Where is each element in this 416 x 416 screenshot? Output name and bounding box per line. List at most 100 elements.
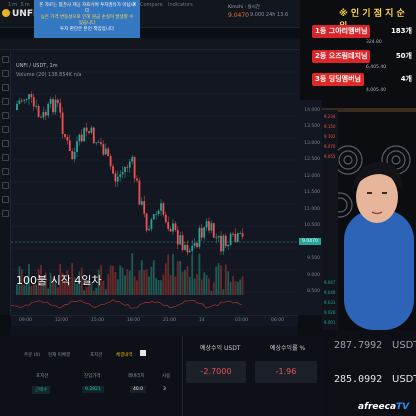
volume-bar <box>193 278 196 295</box>
magnet-tool-icon[interactable] <box>2 168 9 175</box>
orderbook-price: 9.102 <box>324 134 336 139</box>
volume-bar <box>184 270 186 295</box>
candle <box>222 235 225 252</box>
candle <box>138 180 141 205</box>
oscillator-line <box>11 299 243 309</box>
header-leverage: 레버리지 <box>128 374 145 379</box>
candle <box>102 144 105 155</box>
text-tool-icon[interactable] <box>2 112 9 119</box>
volume-bar <box>20 269 23 295</box>
header-used: 사용 <box>162 374 171 379</box>
orderbook-price: 9.150 <box>324 124 336 129</box>
volume-bar <box>188 277 191 295</box>
candle <box>25 99 28 100</box>
orderbook-price: 9.047 <box>324 280 336 285</box>
trendline-tool-icon[interactable] <box>2 70 9 77</box>
estimate-rate-label: 예상수익률 % <box>270 345 306 352</box>
candle <box>80 134 83 142</box>
balance-value-2: 285.0992 <box>334 374 383 385</box>
candle <box>20 100 23 102</box>
candlestick-chart[interactable] <box>11 50 298 315</box>
price-axis-label: 12.500 <box>304 157 320 162</box>
candle <box>40 116 42 118</box>
candle <box>95 142 98 144</box>
candle <box>176 229 179 245</box>
candle <box>66 136 69 141</box>
estimate-profit-value: -2.7000 <box>186 361 246 383</box>
volume-bar <box>104 289 107 295</box>
candle <box>59 102 62 113</box>
volume-bar <box>121 267 124 295</box>
tab-open-orders[interactable]: 현재 미체결 <box>48 353 71 358</box>
volume-bar <box>148 276 150 295</box>
hide-tool-icon[interactable] <box>2 196 9 203</box>
candle <box>181 235 184 250</box>
candle <box>196 243 198 247</box>
volume-bar <box>160 280 162 295</box>
candle <box>131 157 134 162</box>
orderbook-price: 9.020 <box>324 310 336 315</box>
tab-orders[interactable]: 주문 (0) <box>24 353 41 358</box>
volume-bar <box>152 260 155 295</box>
volume-bar <box>76 283 78 295</box>
fib-tool-icon[interactable] <box>2 84 9 91</box>
volume-bar <box>208 278 210 295</box>
volume-bar <box>145 269 148 295</box>
candle <box>174 223 177 230</box>
rank-name: 2등 으즈림데지님 <box>312 50 371 63</box>
compare-button[interactable]: Compare <box>140 2 163 8</box>
crosshair-tool-icon[interactable] <box>2 56 9 63</box>
candle <box>47 103 50 116</box>
trash-tool-icon[interactable] <box>2 210 9 217</box>
volume-bar <box>224 264 227 295</box>
volume-bar <box>181 271 184 295</box>
candle <box>119 174 122 177</box>
candle <box>76 141 78 153</box>
candle <box>200 227 203 238</box>
symbol-label[interactable]: UNFI <box>12 9 37 19</box>
volume-bar <box>116 279 119 295</box>
brush-tool-icon[interactable] <box>2 98 9 105</box>
volume-bar <box>47 288 50 295</box>
tab-positions[interactable]: 포지션 <box>90 353 103 358</box>
candle <box>44 112 47 116</box>
volume-bar <box>124 275 126 295</box>
chart-canvas[interactable] <box>11 50 298 315</box>
zoom-tool-icon[interactable] <box>2 154 9 161</box>
volume-bar <box>131 253 134 295</box>
current-price-tag: 9.0470 <box>299 238 321 245</box>
candle <box>188 250 191 253</box>
candle <box>107 148 110 157</box>
volume-bar <box>236 281 239 295</box>
candle <box>64 134 66 137</box>
volume-bar <box>54 278 57 295</box>
time-axis-label: 06:00 <box>271 318 284 323</box>
volume-bar <box>44 272 47 295</box>
time-axis-label: 09:00 <box>19 318 32 323</box>
volume-bar <box>30 285 33 295</box>
timeframe-selector[interactable]: 1m 5m 15m 1H 4H 1D 1W <box>8 2 95 8</box>
volume-bar <box>32 283 35 295</box>
lock-tool-icon[interactable] <box>2 182 9 189</box>
time-axis[interactable]: 09:00 12:00 15:00 18:00 21:00 14 03:00 06:00 <box>11 315 298 326</box>
indicators-button[interactable]: Indicators <box>168 2 193 8</box>
candle <box>52 99 54 113</box>
volume-bar <box>150 266 153 295</box>
candle <box>133 157 136 179</box>
volume-bar <box>18 266 21 295</box>
rank-name: 1등 그아리멤버님 <box>312 25 371 38</box>
close-icon[interactable]: × <box>132 1 138 8</box>
candle <box>145 213 148 231</box>
volume-bar <box>162 274 165 295</box>
tab-trade-history[interactable]: 체결내역 <box>116 353 133 358</box>
volume-bar <box>157 280 160 295</box>
candle <box>179 235 182 245</box>
volume-bar <box>88 277 90 295</box>
pattern-tool-icon[interactable] <box>2 126 9 133</box>
candle <box>229 233 232 245</box>
volume-bar <box>64 280 66 295</box>
checkbox[interactable] <box>140 350 146 356</box>
measure-tool-icon[interactable] <box>2 140 9 147</box>
volume-bar <box>49 272 52 295</box>
volume-bar <box>61 273 64 295</box>
